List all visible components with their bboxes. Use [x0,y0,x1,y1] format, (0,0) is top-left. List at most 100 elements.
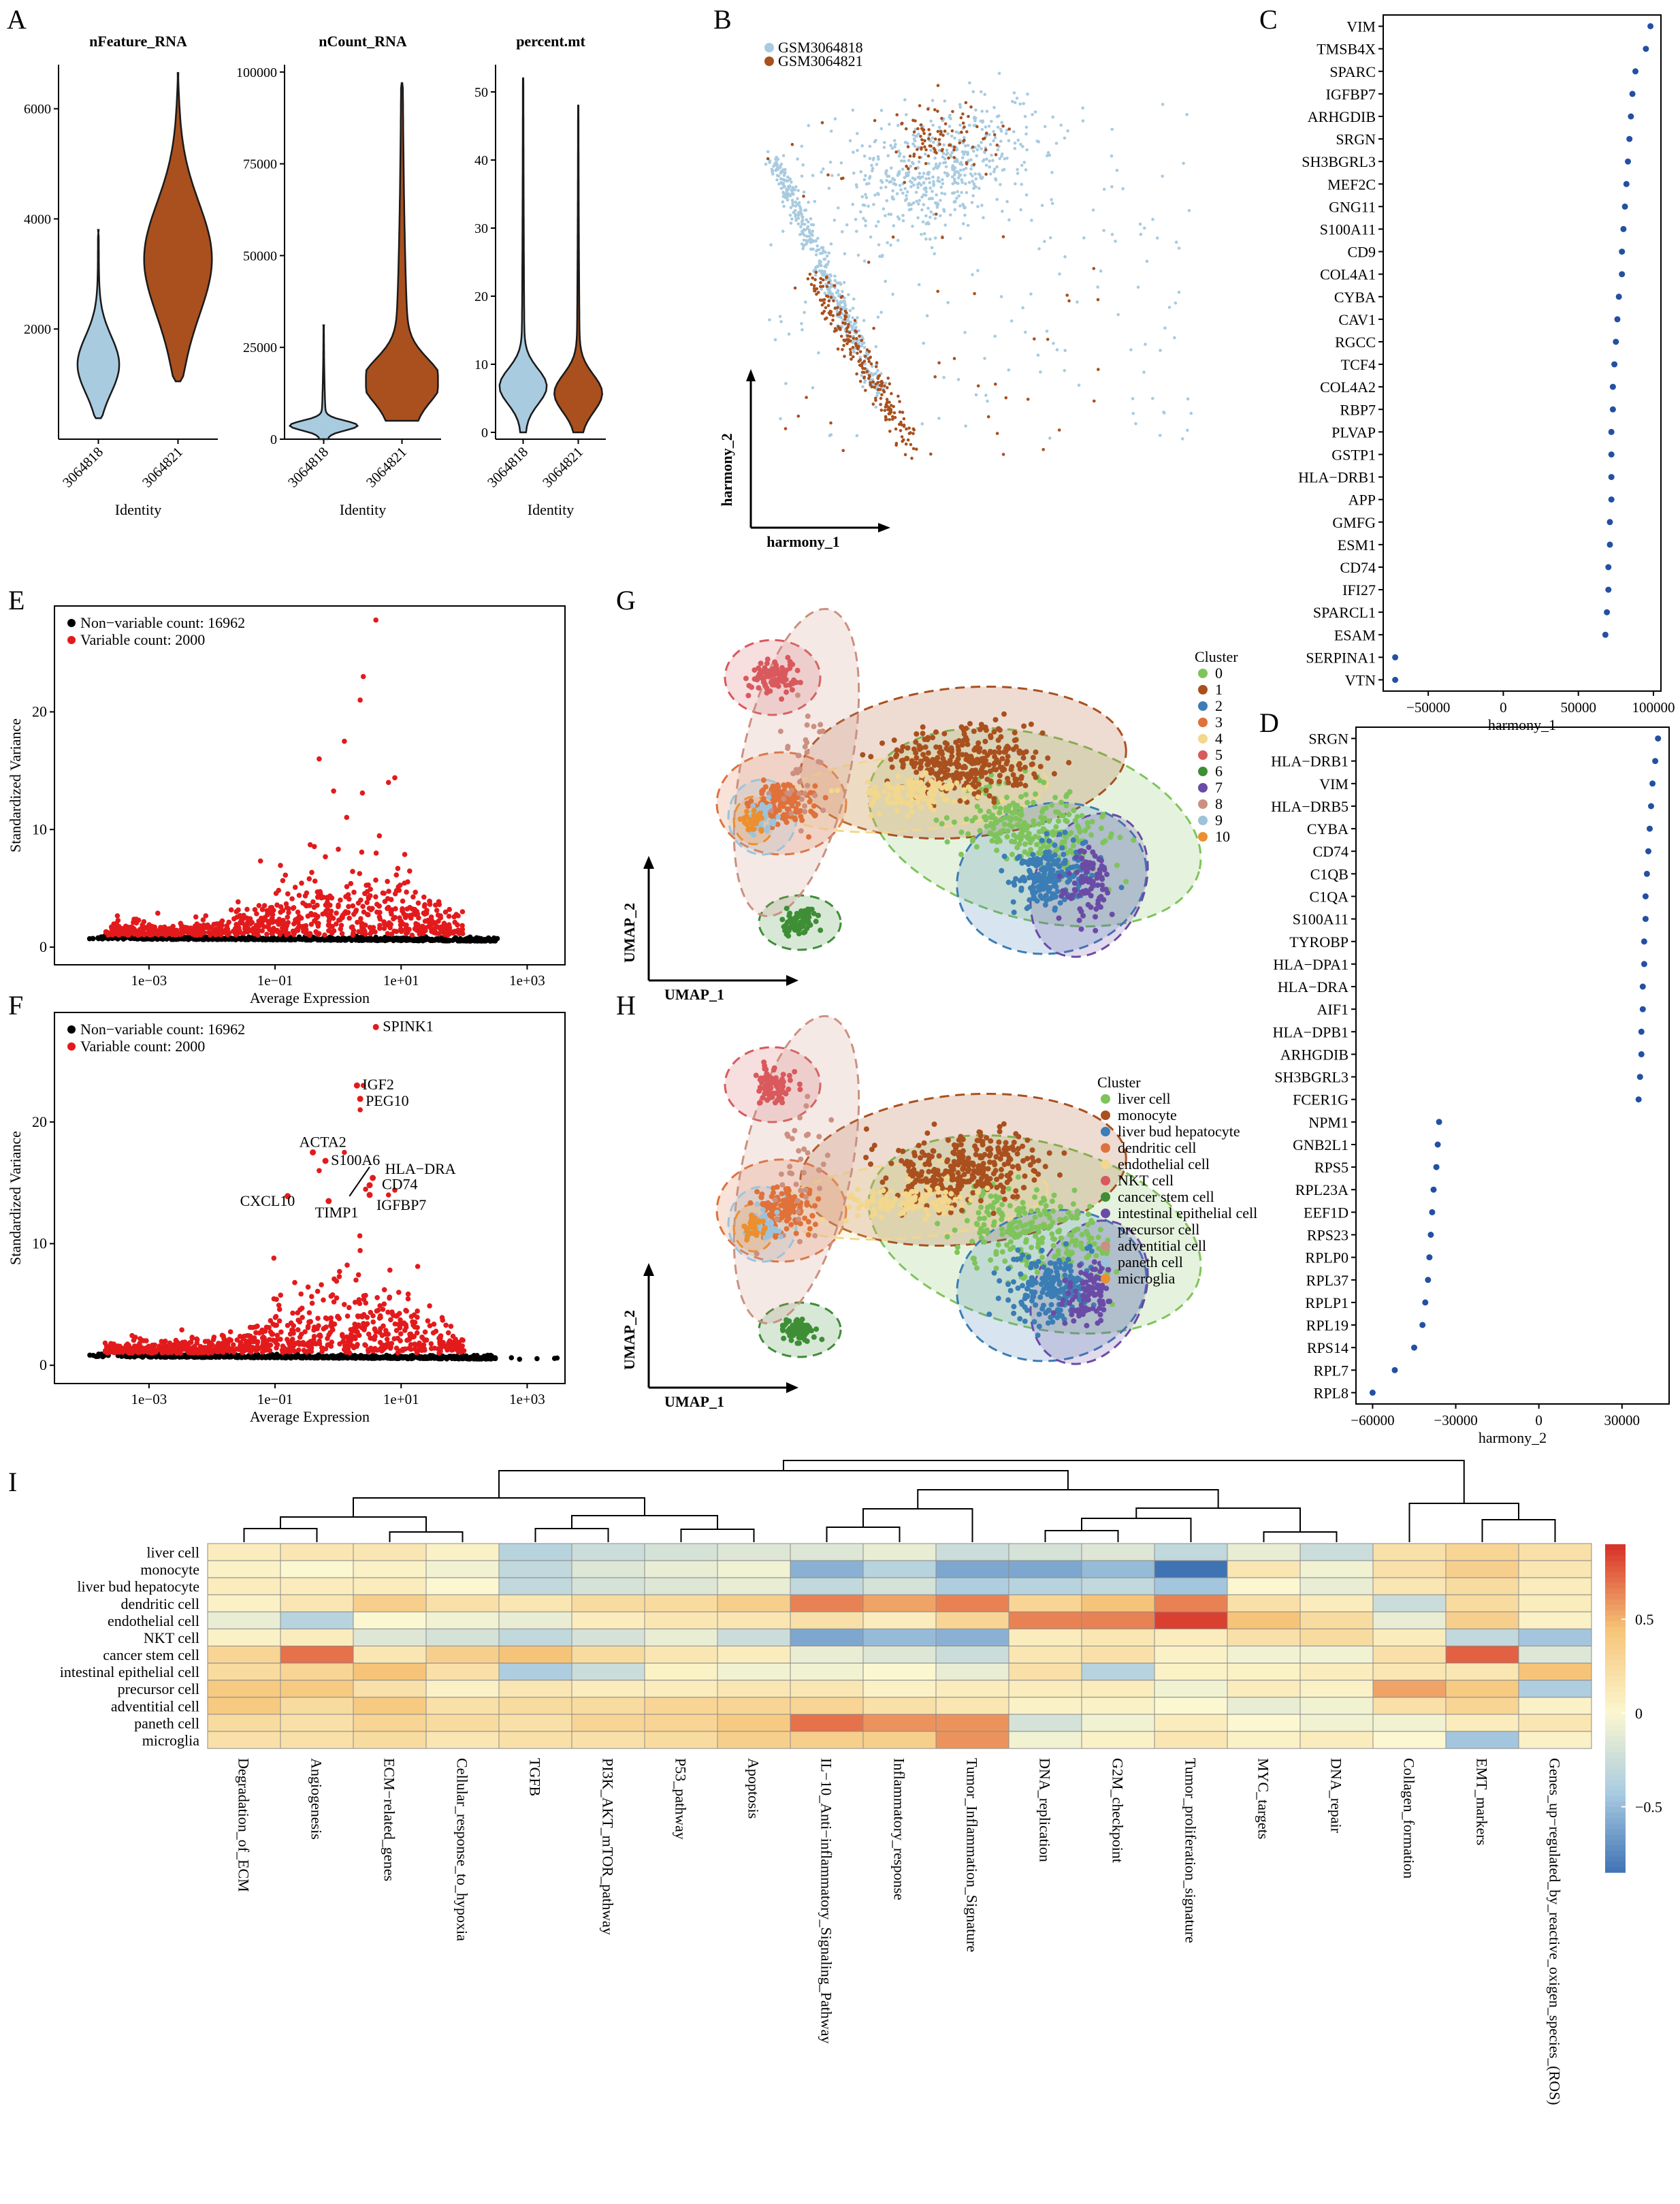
variable-point [339,914,345,920]
data-point [969,105,973,109]
data-point [818,252,822,255]
data-point [852,355,855,359]
data-point [809,223,813,227]
data-point [984,163,988,167]
gene-label: TMSB4X [1316,41,1376,58]
data-point [910,180,914,185]
variable-point [385,931,391,936]
variable-point [259,1344,265,1350]
data-point [802,244,805,249]
data-point [892,139,896,142]
data-point [1001,235,1005,239]
data-point [927,197,931,201]
nonvariable-point [296,935,302,940]
data-point [851,202,854,206]
data-point [1023,114,1027,118]
variable-point [363,1186,368,1192]
cell-point [1001,821,1007,827]
x-axis-title: Average Expression [250,989,370,1006]
variable-point [353,1277,359,1283]
variable-point [128,1349,133,1356]
variable-point [208,925,214,930]
data-point [958,204,962,208]
variable-point [342,1343,348,1348]
x-tick-label: 50000 [1560,699,1596,716]
variable-point [263,1339,270,1345]
data-point [1110,185,1114,189]
gene-label: PLVAP [1331,424,1376,441]
data-point [953,166,957,170]
data-point [974,393,978,397]
data-point [960,150,965,154]
variable-point [359,790,366,796]
variable-point [327,893,333,899]
variable-point [368,1345,374,1351]
data-point [984,172,988,176]
data-point [837,326,841,330]
data-point [811,386,815,389]
data-point [988,159,991,163]
data-point [922,181,926,185]
data-point [810,232,813,236]
nonvariable-point [312,936,318,942]
data-point [1144,342,1147,347]
variable-point [244,906,250,912]
data-point [896,149,901,153]
variable-point [428,914,434,920]
cell-point [958,851,964,857]
data-point [931,136,935,140]
data-point [952,156,956,159]
data-point [813,278,817,282]
data-point [988,143,992,146]
data-point [870,163,873,167]
cell-point [1033,791,1039,797]
variable-point [297,1319,303,1325]
variable-point [360,904,366,909]
variable-point [385,1309,391,1315]
data-point [821,278,825,282]
data-point [984,125,988,129]
gene-label: C1QB [1310,865,1348,882]
data-point [969,167,973,171]
data-point [796,222,801,226]
data-point [965,161,969,165]
data-point [874,224,878,228]
variable-point [446,922,452,927]
data-point [888,382,892,385]
variable-point [162,929,167,934]
nonvariable-point [425,1356,432,1361]
data-point [1048,236,1052,240]
data-point [854,326,858,330]
labeled-point [372,1023,379,1030]
cell-point [965,831,971,837]
variable-point [263,1345,269,1351]
data-point [867,204,870,208]
gene-label: COL4A1 [1320,266,1376,283]
nonvariable-point [364,1354,370,1359]
data-point [875,163,879,166]
data-point [786,175,790,179]
nonvariable-point [148,936,154,942]
data-point [1022,161,1027,164]
data-point [1081,106,1084,110]
data-point [901,439,904,443]
violin-3064818 [288,324,359,441]
variable-point [227,1329,233,1335]
data-point [911,201,916,205]
data-point [875,361,879,364]
data-point [920,146,923,150]
variable-point [108,1349,114,1355]
data-point [845,223,849,227]
variable-point [355,1341,360,1347]
gene-label: CD74 [1340,559,1376,576]
variable-point [415,900,421,906]
data-point [926,108,930,111]
data-point [918,181,921,185]
variable-point [274,902,280,908]
data-point [784,427,788,430]
data-point [855,434,859,438]
gene-label: VIM [1346,18,1376,35]
gene-label: HLA−DPB1 [1273,1023,1348,1040]
data-point [766,157,770,161]
variable-point [368,893,373,899]
